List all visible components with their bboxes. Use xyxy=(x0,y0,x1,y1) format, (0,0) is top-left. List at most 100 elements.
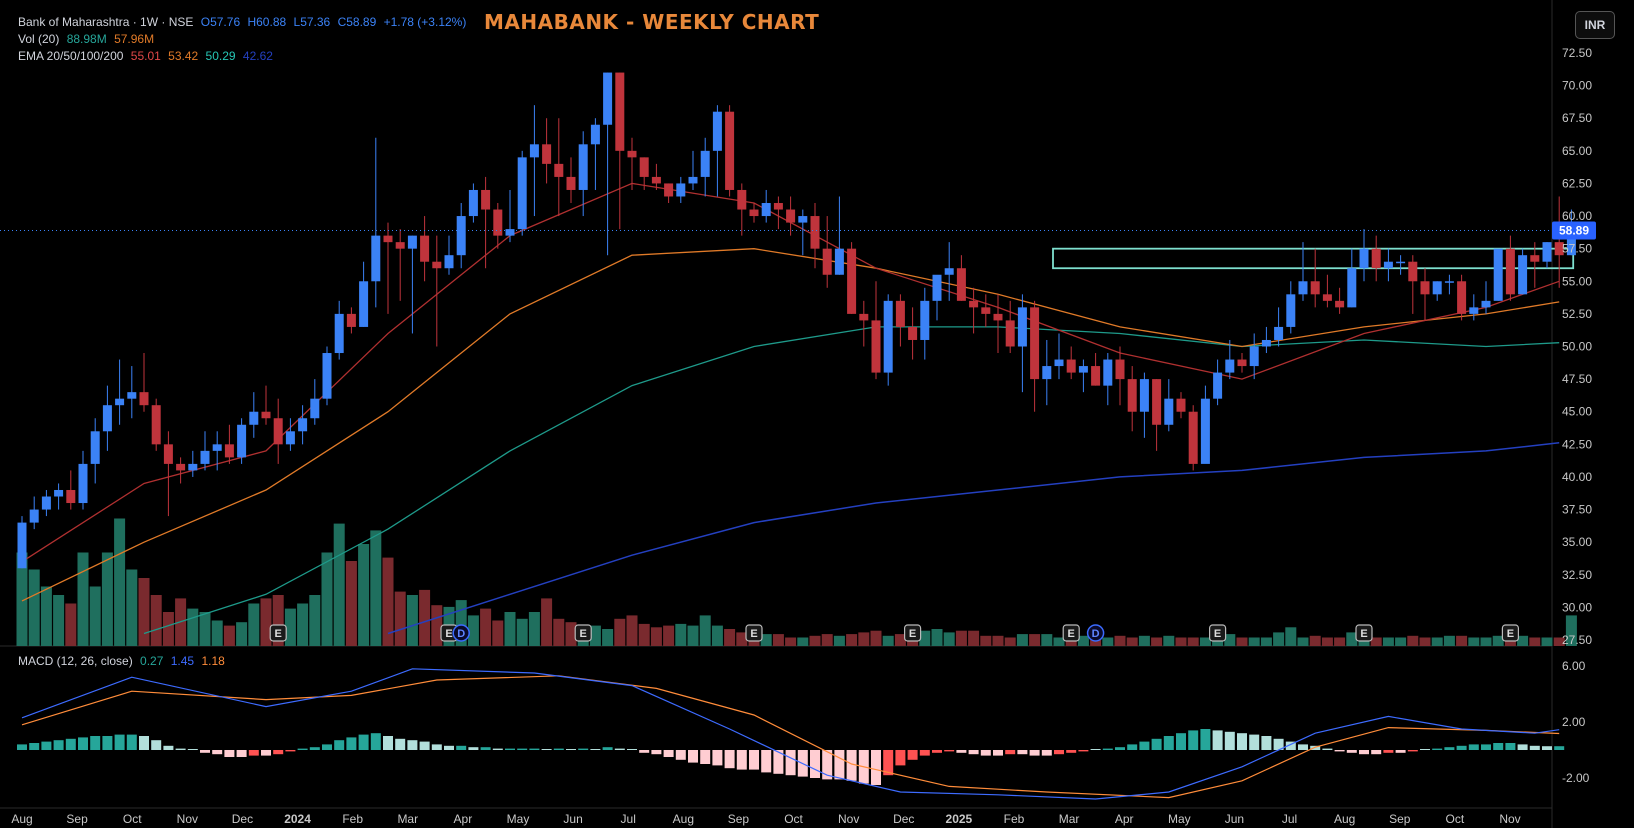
candle-body xyxy=(590,124,600,145)
macd-histogram-bar xyxy=(541,749,552,750)
macd-histogram-bar xyxy=(1017,750,1028,755)
currency-button[interactable]: INR xyxy=(1575,11,1615,39)
volume-bar xyxy=(114,518,126,646)
macd-histogram-bar xyxy=(566,749,576,750)
ema20-value: 55.01 xyxy=(130,49,161,63)
macd-histogram-bar xyxy=(358,734,369,750)
volume-bar xyxy=(382,557,394,646)
macd-histogram-bar xyxy=(1542,746,1552,750)
time-tick-label: 2024 xyxy=(284,812,311,826)
price-tick-label: 37.50 xyxy=(1562,503,1592,517)
macd-histogram-bar xyxy=(334,740,345,750)
volume-bar xyxy=(248,603,260,646)
earnings-marker-bg xyxy=(1355,624,1373,642)
candle-body xyxy=(456,216,466,256)
volume-bar xyxy=(846,634,858,646)
price-tick-label: 50.00 xyxy=(1562,340,1592,354)
time-tick-label: May xyxy=(507,812,530,826)
candle-body xyxy=(273,418,283,445)
candle-body xyxy=(1493,248,1503,301)
volume-bar xyxy=(1382,637,1394,646)
volume-bar xyxy=(394,591,406,646)
macd-histogram-bar xyxy=(749,750,759,770)
earnings-marker: E xyxy=(445,628,452,640)
macd-histogram-bar xyxy=(944,750,955,752)
volume-bar xyxy=(675,623,687,646)
candle-body xyxy=(1030,307,1040,380)
macd-histogram-bar xyxy=(126,734,137,750)
earnings-marker: E xyxy=(580,628,587,640)
macd-histogram-bar xyxy=(370,733,381,750)
macd-histogram-bar xyxy=(444,745,454,750)
candle-body xyxy=(444,255,454,269)
macd-histogram-bar xyxy=(200,750,210,753)
macd-histogram-bar xyxy=(383,736,393,750)
macd-histogram-bar xyxy=(1529,745,1540,750)
time-tick-label: Apr xyxy=(1115,812,1134,826)
symbol-legend: Bank of Maharashtra · 1W · NSE O57.76 H6… xyxy=(18,15,470,29)
macd-legend: MACD (12, 26, close) 0.27 1.45 1.18 xyxy=(18,654,229,668)
volume-bar xyxy=(1285,627,1297,646)
macd-histogram-bar xyxy=(1456,745,1467,750)
volume-bar xyxy=(223,625,235,646)
candle-body xyxy=(176,463,186,471)
time-tick-label: Feb xyxy=(342,812,363,826)
volume-bar xyxy=(211,620,223,646)
macd-histogram-bar xyxy=(1481,744,1491,750)
candle-body xyxy=(1420,281,1430,295)
macd-histogram-bar xyxy=(322,744,332,750)
macd-histogram-bar xyxy=(224,750,235,757)
macd-histogram-bar xyxy=(1383,750,1394,753)
candle-body xyxy=(639,157,649,177)
macd-hist-value: 0.27 xyxy=(140,654,164,668)
candle-body xyxy=(773,203,783,210)
macd-histogram-bar xyxy=(297,748,308,750)
candle-body xyxy=(1542,242,1552,262)
earnings-marker: E xyxy=(275,628,282,640)
candle-body xyxy=(1078,366,1088,373)
macd-histogram-bar xyxy=(846,750,857,781)
price-tick-label: 42.50 xyxy=(1562,437,1592,451)
volume-bar xyxy=(431,605,443,646)
candle-body xyxy=(1371,248,1381,269)
macd-histogram-bar xyxy=(761,750,772,773)
macd-histogram-bar xyxy=(1285,741,1296,750)
volume-bar xyxy=(297,603,309,646)
macd-histogram-bar xyxy=(614,748,625,750)
candle-body xyxy=(212,444,222,451)
ema200-value: 42.62 xyxy=(242,49,273,63)
volume-bar xyxy=(821,634,833,646)
macd-histogram-bar xyxy=(139,736,149,750)
candle-body xyxy=(1274,326,1284,340)
time-tick-label: Jun xyxy=(1225,812,1244,826)
macd-histogram-bar xyxy=(1200,729,1211,750)
candle-body xyxy=(1298,281,1308,295)
price-tick-label: 60.00 xyxy=(1562,209,1592,223)
volume-bar xyxy=(919,630,931,646)
volume-bar xyxy=(1407,635,1419,646)
macd-histogram-bar xyxy=(822,750,833,780)
time-tick-label: Oct xyxy=(784,812,803,826)
macd-histogram-bar xyxy=(1346,750,1357,753)
volume-bar xyxy=(1565,615,1577,646)
macd-histogram-bar xyxy=(688,750,698,763)
candle-body xyxy=(1164,398,1174,425)
volume-bar xyxy=(516,618,528,646)
candle-body xyxy=(334,313,344,354)
earnings-marker: E xyxy=(1360,628,1367,640)
candle-body xyxy=(1359,248,1369,269)
earnings-marker: E xyxy=(909,628,916,640)
volume-bar xyxy=(199,612,211,646)
macd-histogram-bar xyxy=(505,748,515,750)
volume-bar xyxy=(1431,637,1443,646)
volume-bar xyxy=(1175,637,1187,646)
volume-bar xyxy=(187,608,199,646)
macd-tick-label: 2.00 xyxy=(1562,715,1586,729)
volume-bar xyxy=(1517,635,1529,646)
price-tick-label: 27.50 xyxy=(1562,633,1592,647)
volume-bar xyxy=(870,630,882,646)
time-tick-label: Nov xyxy=(177,812,198,826)
macd-histogram-bar xyxy=(1115,747,1125,750)
volume-bar xyxy=(16,552,28,646)
